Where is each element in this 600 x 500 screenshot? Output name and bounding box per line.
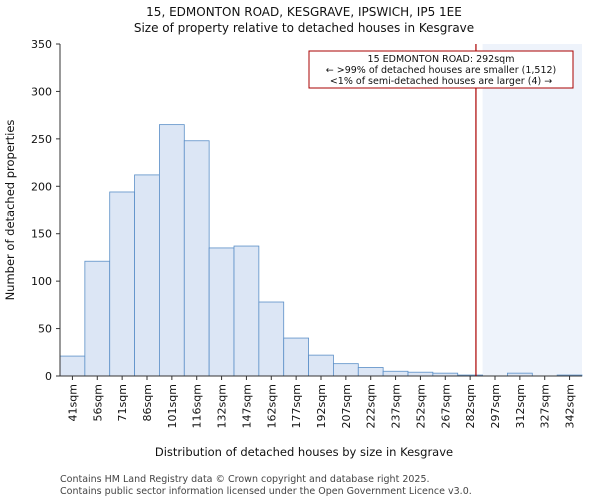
bar-237sqm	[382, 370, 409, 377]
bar-252sqm	[407, 371, 434, 377]
x-tick-label: 252sqm	[414, 384, 427, 428]
bar-86sqm	[134, 174, 160, 377]
y-tick-label: 200	[31, 180, 52, 193]
x-tick-label: 267sqm	[439, 384, 452, 428]
y-tick-label: 300	[31, 85, 52, 98]
y-tick-label: 100	[31, 275, 52, 288]
x-tick-label: 282sqm	[464, 384, 477, 428]
annotation-line-1: 15 EDMONTON ROAD: 292sqm	[368, 54, 515, 65]
larger-region-shade	[482, 44, 582, 376]
y-tick-label: 150	[31, 228, 52, 241]
bar-177sqm	[283, 337, 309, 377]
footer-line-2: Contains public sector information licen…	[60, 486, 472, 497]
bar-132sqm	[208, 247, 235, 377]
y-axis-label: Number of detached properties	[3, 120, 17, 301]
y-tick-label: 250	[31, 133, 52, 146]
x-axis-label: Distribution of detached houses by size …	[155, 445, 453, 459]
bar-207sqm	[333, 363, 359, 377]
x-tick-label: 222sqm	[365, 384, 378, 428]
bar-71sqm	[109, 191, 135, 377]
chart-subtitle: Size of property relative to detached ho…	[134, 21, 474, 35]
x-tick-label: 132sqm	[216, 384, 229, 428]
x-tick-label: 192sqm	[315, 384, 328, 428]
x-tick-label: 297sqm	[489, 384, 502, 428]
annotation-line-2: ← >99% of detached houses are smaller (1…	[326, 65, 557, 76]
y-tick-label: 0	[45, 370, 52, 383]
x-tick-label: 56sqm	[91, 384, 104, 421]
x-tick-label: 162sqm	[265, 384, 278, 428]
x-tick-label: 312sqm	[514, 384, 527, 428]
chart-title: 15, EDMONTON ROAD, KESGRAVE, IPSWICH, IP…	[146, 5, 462, 19]
x-tick-label: 71sqm	[116, 384, 129, 421]
bar-162sqm	[258, 301, 285, 377]
bar-116sqm	[183, 140, 210, 377]
bar-56sqm	[84, 260, 111, 377]
x-tick-label: 147sqm	[240, 384, 253, 428]
x-tick-label: 237sqm	[390, 384, 403, 428]
bar-147sqm	[233, 245, 260, 377]
bar-222sqm	[357, 367, 384, 377]
x-tick-label: 116sqm	[191, 384, 204, 428]
x-tick-label: 101sqm	[166, 384, 179, 428]
x-tick-label: 327sqm	[539, 384, 552, 428]
x-tick-label: 207sqm	[340, 384, 353, 428]
bar-192sqm	[308, 354, 334, 377]
footer-line-1: Contains HM Land Registry data © Crown c…	[60, 474, 430, 485]
bar-41sqm	[59, 355, 86, 377]
x-tick-label: 86sqm	[141, 384, 154, 421]
y-tick-label: 350	[31, 38, 52, 51]
x-tick-label: 177sqm	[290, 384, 303, 428]
y-tick-label: 50	[38, 323, 52, 336]
annotation-box	[308, 50, 574, 89]
x-tick-label: 41sqm	[66, 384, 79, 421]
annotation-line-3: <1% of semi-detached houses are larger (…	[330, 76, 552, 87]
bar-101sqm	[159, 124, 185, 377]
x-tick-label: 342sqm	[564, 384, 577, 428]
